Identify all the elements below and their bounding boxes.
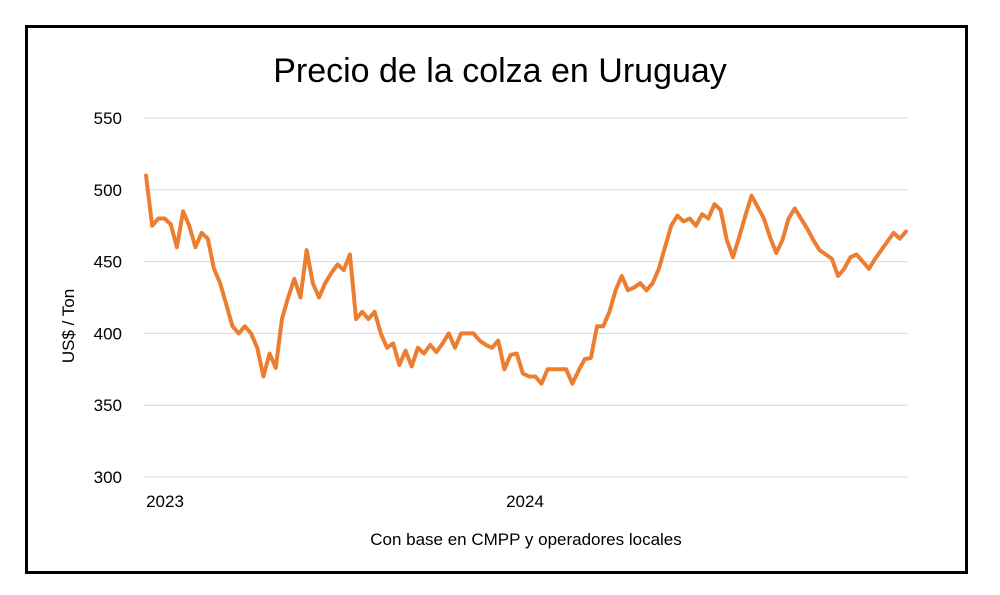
line-chart: Precio de la colza en Uruguay 300 350 400 4… [59, 52, 908, 549]
y-tick-label: 450 [94, 253, 122, 272]
y-tick-label: 500 [94, 181, 122, 200]
y-tick-labels: 300 350 400 450 500 550 [94, 109, 122, 487]
chart-frame: Precio de la colza en Uruguay 300 350 400 4… [25, 25, 968, 574]
y-tick-label: 350 [94, 396, 122, 415]
x-axis-label: Con base en CMPP y operadores locales [370, 530, 682, 549]
x-tick-label: 2024 [506, 492, 544, 511]
y-tick-label: 550 [94, 109, 122, 128]
series-group [144, 173, 908, 386]
y-axis-label: US$ / Ton [59, 289, 78, 363]
y-tick-label: 300 [94, 468, 122, 487]
series-line [144, 173, 908, 386]
grid-lines [143, 117, 908, 478]
x-tick-labels: 2023 2024 [146, 492, 544, 511]
y-tick-label: 400 [94, 324, 122, 343]
chart-title: Precio de la colza en Uruguay [273, 52, 727, 90]
x-tick-label: 2023 [146, 492, 184, 511]
